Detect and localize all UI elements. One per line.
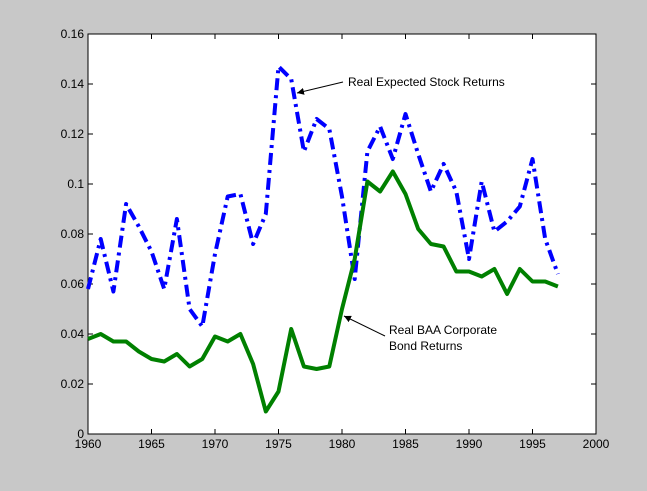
y-tick-label: 0.12: [61, 127, 85, 141]
x-tick-label: 1980: [329, 437, 356, 451]
y-tick-label: 0.1: [67, 177, 84, 191]
x-tick-label: 1995: [519, 437, 546, 451]
annotation-arrow: [343, 315, 386, 337]
x-tick-label: 1970: [202, 437, 229, 451]
plot-area: [87, 33, 597, 435]
x-tick-label: 2000: [583, 437, 610, 451]
x-tick-label: 1960: [75, 437, 102, 451]
y-tick-label: 0.04: [61, 327, 85, 341]
y-tick-label: 0.02: [61, 377, 85, 391]
x-tick-label: 1990: [456, 437, 483, 451]
series-line: [87, 169, 559, 414]
x-tick-label: 1965: [138, 437, 165, 451]
y-tick-label: 0.08: [61, 227, 85, 241]
annotation-text: Real BAA Corporate: [389, 323, 497, 337]
series-line: [86, 64, 560, 329]
annotation-arrow: [296, 81, 344, 95]
x-tick-label: 1975: [265, 437, 292, 451]
annotation-text: Bond Returns: [389, 339, 462, 353]
y-tick-label: 0.16: [61, 27, 85, 41]
y-tick-label: 0.14: [61, 77, 85, 91]
x-tick-label: 1985: [392, 437, 419, 451]
annotation-text: Real Expected Stock Returns: [348, 75, 505, 89]
y-tick-label: 0.06: [61, 277, 85, 291]
y-tick-label: 0: [77, 427, 84, 441]
